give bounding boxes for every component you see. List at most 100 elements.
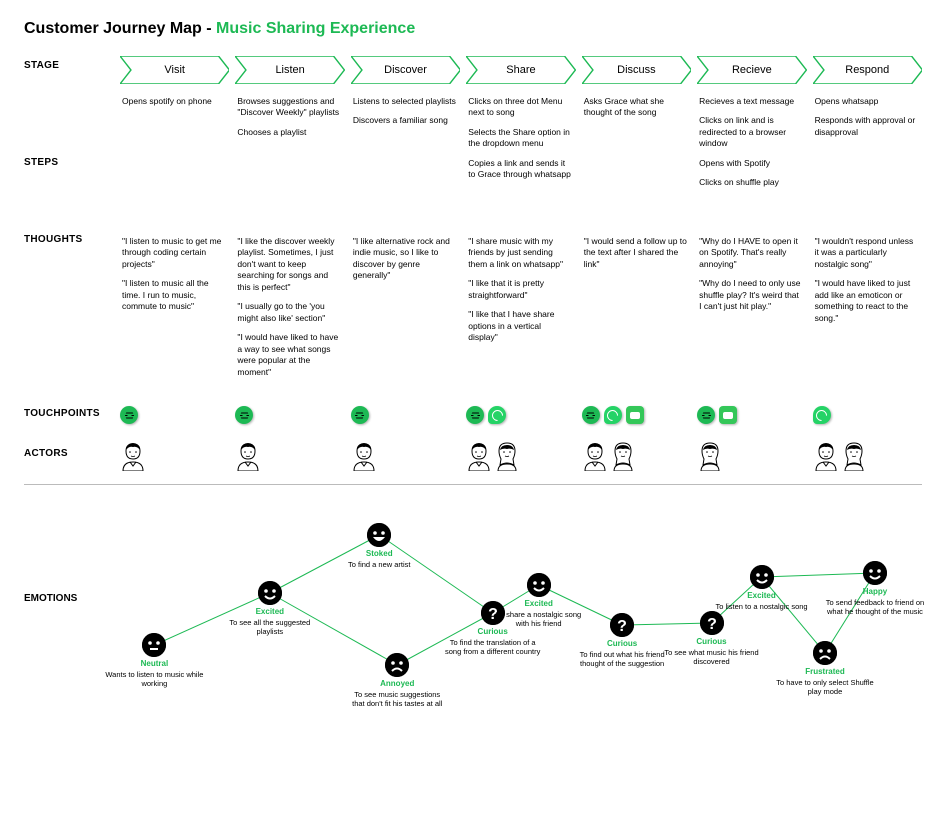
step-text: Listens to selected playlists [353, 96, 456, 107]
message-icon [626, 406, 644, 424]
emotion-desc: To find out what his friend thought of t… [580, 650, 665, 669]
male-actor-icon [582, 441, 608, 471]
emotions-label: EMOTIONS [24, 593, 77, 604]
steps-cell: Opens whatsappResponds with approval or … [813, 90, 922, 230]
page-title: Customer Journey Map - Music Sharing Exp… [24, 20, 922, 38]
stage-name: Recieve [732, 64, 772, 76]
emotions-section: EMOTIONS Neutral Wants to listen to musi… [114, 503, 922, 703]
emotion-desc: To see music suggestions that don't fit … [352, 690, 442, 709]
thoughts-cell: "I like alternative rock and indie music… [351, 230, 460, 400]
stage-name: Listen [275, 64, 304, 76]
emotion-label: Stoked [329, 549, 429, 559]
steps-cell: Clicks on three dot Menu next to song Sel… [466, 90, 575, 230]
thought-text: "I like that I have share options in a v… [468, 309, 571, 343]
stage-name: Visit [164, 64, 185, 76]
title-main: Music Sharing Experience [216, 20, 415, 37]
touchpoint-cell [235, 400, 344, 430]
spotify-icon [351, 406, 369, 424]
thought-text: "I usually go to the 'you might also lik… [237, 301, 340, 324]
emotion-face-icon [142, 633, 166, 657]
emotion-node: Excited To listen to a nostalgic song [712, 565, 812, 611]
thoughts-label: THOUGHTS [24, 230, 114, 400]
emotion-face-icon [527, 573, 551, 597]
thoughts-cell: "I listen to music to get me through cod… [120, 230, 229, 400]
stage-chevron: Recieve [697, 56, 806, 84]
stage-name: Share [506, 64, 535, 76]
male-actor-icon [351, 441, 377, 471]
touchpoint-cell [697, 400, 806, 430]
actors-cell [120, 436, 229, 476]
emotion-label: Frustrated [775, 667, 875, 677]
thought-text: "I listen to music to get me through cod… [122, 236, 225, 270]
emotion-face-icon [813, 641, 837, 665]
step-text: Clicks on shuffle play [699, 177, 802, 188]
touchpoint-cell [813, 400, 922, 430]
steps-cell: Listens to selected playlists Discovers a… [351, 90, 460, 230]
stage-name: Discover [384, 64, 427, 76]
spotify-icon [466, 406, 484, 424]
spotify-icon [235, 406, 253, 424]
thought-text: "I listen to music all the time. I run t… [122, 278, 225, 312]
emotion-face-icon [750, 565, 774, 589]
female-actor-icon [841, 441, 867, 471]
journey-grid: STAGE Visit Listen Discover Share Discus… [24, 56, 922, 499]
female-actor-icon [610, 441, 636, 471]
stage-chevron: Respond [813, 56, 922, 84]
thoughts-cell: "I like the discover weekly playlist. So… [235, 230, 344, 400]
whatsapp-icon [813, 406, 831, 424]
emotion-desc: To listen to a nostalgic song [715, 602, 807, 611]
emotion-node: Stoked To find a new artist [329, 523, 429, 569]
emotion-desc: To share a nostalgic song with his frien… [496, 610, 581, 629]
stage-chevron: Discover [351, 56, 460, 84]
steps-cell: Opens spotify on phone [120, 90, 229, 230]
female-actor-icon [697, 441, 723, 471]
emotion-label: Neutral [104, 659, 204, 669]
thoughts-cell: "I share music with my friends by just s… [466, 230, 575, 400]
emotion-label: Curious [662, 637, 762, 647]
touchpoint-cell [466, 400, 575, 430]
emotion-desc: To see what music his friend discovered [664, 648, 758, 667]
step-text: Asks Grace what she thought of the song [584, 96, 687, 119]
step-text: Clicks on link and is redirected to a br… [699, 115, 802, 149]
svg-text:?: ? [617, 618, 627, 635]
male-actor-icon [235, 441, 261, 471]
step-text: Opens with Spotify [699, 158, 802, 169]
step-text: Chooses a playlist [237, 127, 340, 138]
step-text: Opens whatsapp [815, 96, 918, 107]
emotion-desc: Wants to listen to music while working [105, 670, 203, 689]
thought-text: "I like that it is pretty straightforwar… [468, 278, 571, 301]
step-text: Selects the Share option in the dropdown… [468, 127, 571, 150]
stage-chevron: Discuss [582, 56, 691, 84]
stage-name: Discuss [617, 64, 656, 76]
touchpoint-cell [351, 400, 460, 430]
emotion-face-icon [863, 561, 887, 585]
touchpoint-cell [582, 400, 691, 430]
emotion-label: Excited [489, 599, 589, 609]
thoughts-cell: "I would send a follow up to the text af… [582, 230, 691, 400]
step-text: Clicks on three dot Menu next to song [468, 96, 571, 119]
emotion-face-icon [367, 523, 391, 547]
actors-cell [582, 436, 691, 476]
thought-text: "I would have liked to just add like an … [815, 278, 918, 324]
actors-label: ACTORS [24, 436, 114, 476]
male-actor-icon [466, 441, 492, 471]
emotion-node: Frustrated To have to only select Shuffl… [775, 641, 875, 697]
emotion-face-icon [385, 653, 409, 677]
stage-chevron: Share [466, 56, 575, 84]
emotion-node: Excited To see all the suggested playlis… [220, 581, 320, 637]
spotify-icon [120, 406, 138, 424]
steps-cell: Recieves a text messageClicks on link an… [697, 90, 806, 230]
stage-label: STAGE [24, 56, 114, 84]
stage-chevron: Listen [235, 56, 344, 84]
emotion-desc: To see all the suggested playlists [229, 618, 310, 637]
steps-cell: Browses suggestions and "Discover Weekly… [235, 90, 344, 230]
step-text: Discovers a familiar song [353, 115, 456, 126]
stage-name: Respond [845, 64, 889, 76]
actors-cell [235, 436, 344, 476]
actors-cell [813, 436, 922, 476]
emotion-node: Annoyed To see music suggestions that do… [347, 653, 447, 709]
emotion-node: ? Curious To see what music his friend d… [662, 611, 762, 667]
whatsapp-icon [604, 406, 622, 424]
actors-cell [466, 436, 575, 476]
spotify-icon [582, 406, 600, 424]
